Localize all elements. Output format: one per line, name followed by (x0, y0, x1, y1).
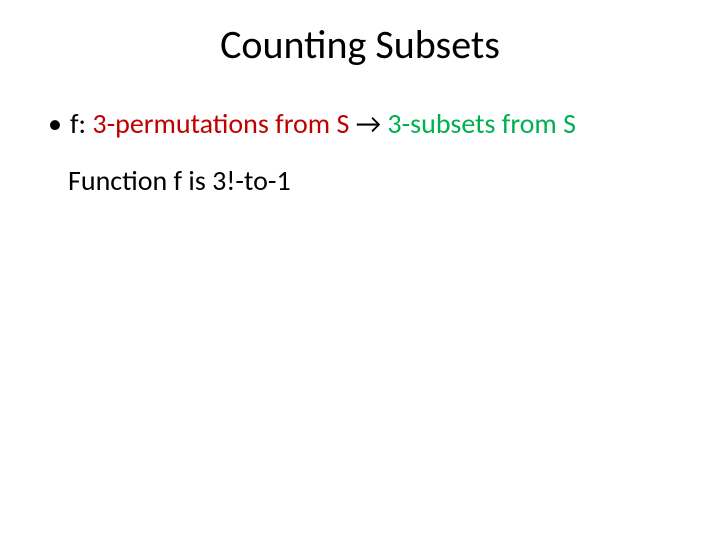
fn-prefix: f: (70, 106, 92, 141)
slide-title: Counting Subsets (30, 20, 690, 69)
domain-text: 3-permutations from S (92, 106, 349, 141)
arrow-text: → (356, 106, 388, 141)
bullet-line-1: f: 3-permutations from S → 3-subsets fro… (48, 107, 690, 141)
body-text: Function f is 3!-to-1 (30, 163, 690, 198)
codomain-text: 3-subsets from S (387, 106, 576, 141)
